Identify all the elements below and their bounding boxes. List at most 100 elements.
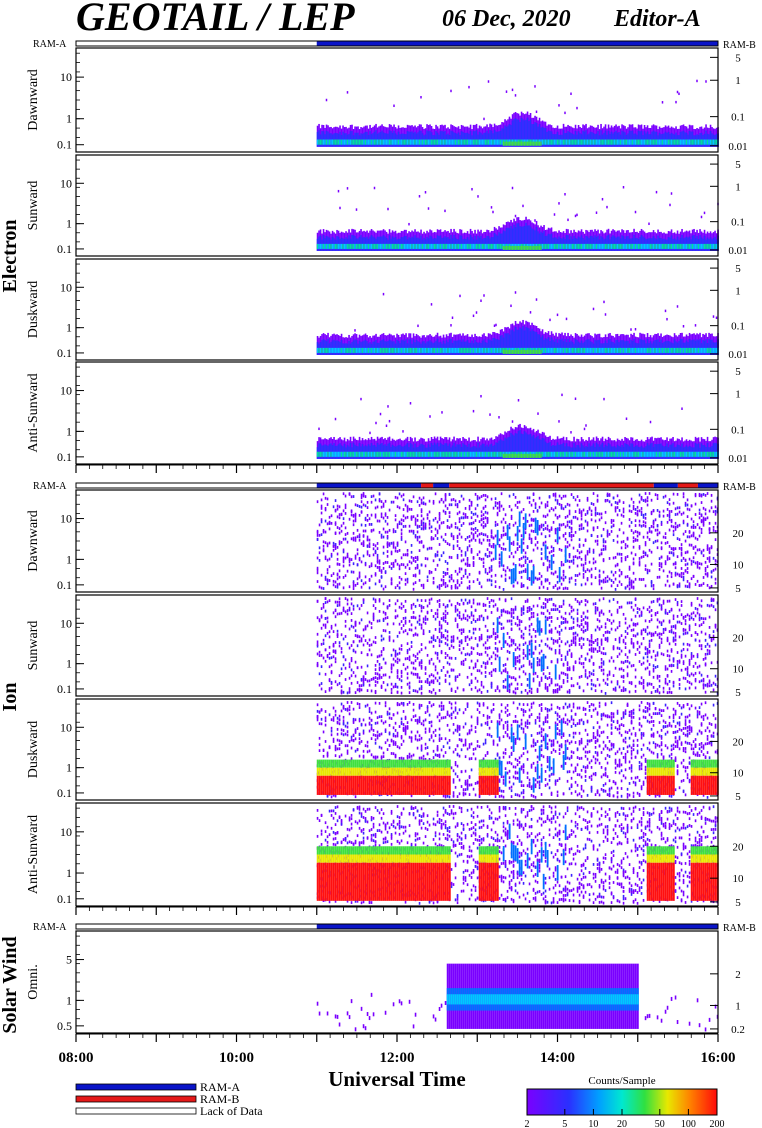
spectrogram-data [316,291,719,355]
left-tick-label: 0.1 [57,682,72,696]
legend-swatch-ram-a [75,1083,197,1091]
x-tick-label: 14:00 [540,1050,575,1066]
mode-segment-ram-b [421,483,434,488]
right-tick-label: 0.1 [731,321,745,333]
right-tick-label: 5 [735,687,741,699]
right-tick-label: 20 [733,528,745,540]
mode-bar-left-label: RAM-A [33,481,67,492]
mode-segment-ram-a [316,41,718,46]
mode-segment-lack [76,924,317,929]
panel-dawnward: Dawnward 10 1 0.1 5 1 0.1 0.01 [26,47,748,153]
left-tick-label: 1 [66,866,72,880]
colorbar: Counts/Sample 2 5 10 20 50 100 200 [525,1075,725,1128]
left-tick-label: 10 [60,280,72,294]
left-tick-label: 1 [66,112,72,126]
left-tick-label: 0.5 [57,1019,72,1033]
panel-duskward: Duskward 10 1 0.1 5 1 0.1 0.01 [26,258,748,361]
right-tick-label: 1 [735,285,741,297]
x-axis: 08:00 10:00 12:00 14:00 16:00 [59,1050,736,1066]
time-tick-strip [75,1033,719,1042]
colorbar-ticks: 2 5 10 20 50 100 200 [525,1109,725,1128]
left-tick-label: 1 [66,657,72,671]
legend-swatch-ram-b [75,1095,197,1103]
left-tick-label: 0.1 [57,450,72,464]
group-solar-wind: RAM-A RAM-B Solar Wind Omni. 5 1 0.5 2 1 0.2 [0,922,756,1042]
right-tick-label: 5 [735,897,741,909]
spectrogram-data [316,701,719,799]
figure-editor: Editor-A [613,6,701,32]
left-tick-label: 10 [60,616,72,630]
right-tick-label: 5 [735,159,741,171]
spectrogram-data [316,79,719,147]
group-electron: RAM-A RAM-B Electron Dawnward 10 1 0.1 5 1 0.1 0.0… [0,39,756,473]
right-tick-label: 0.01 [728,349,747,361]
left-tick-label: 0.1 [57,578,72,592]
left-tick-label: 1 [66,321,72,335]
colorbar-tick-label: 20 [617,1119,627,1128]
group-label: Solar Wind [0,936,21,1033]
left-tick-label: 0.1 [57,346,72,360]
mode-bar-left-label: RAM-A [33,922,67,933]
colorbar-tick-label: 200 [710,1119,725,1128]
left-tick-label: 5 [66,953,72,967]
spectrogram-groups: RAM-A RAM-B Electron Dawnward 10 1 0.1 5 1 0.1 0.0… [0,39,756,1042]
panel-label: Dawnward [26,69,41,130]
right-tick-label: 1 [735,181,741,193]
mode-bar-right-label: RAM-B [723,482,756,493]
left-tick-label: 0.1 [57,138,72,152]
left-tick-label: 1 [66,993,72,1007]
right-tick-label: 5 [735,263,741,275]
mode-bar: RAM-A RAM-B [33,481,756,493]
legend-label-lack: Lack of Data [200,1104,263,1118]
mode-bar-right-label: RAM-B [723,923,756,934]
mode-segment-ram-a [316,924,718,929]
mode-segment-ram-b [677,483,698,488]
time-tick-strip [75,906,719,915]
x-tick-label: 16:00 [701,1050,736,1066]
x-tick-label: 10:00 [219,1050,254,1066]
left-tick-label: 1 [66,552,72,566]
left-tick-label: 1 [66,761,72,775]
panel-anti-sunward: Anti-Sunward 10 1 0.1 5 1 0.1 0.01 [26,361,748,465]
mode-segment-ram-a [697,483,718,488]
right-tick-label: 0.01 [728,141,747,153]
mode-segment-ram-a [653,483,678,488]
colorbar-title: Counts/Sample [588,1075,655,1087]
right-tick-label: 2 [735,969,741,981]
colorbar-tick-label: 2 [525,1119,530,1128]
mode-bar: RAM-A RAM-B [33,39,756,51]
x-tick-label: 08:00 [59,1050,94,1066]
mode-segment-lack [76,483,317,488]
x-axis-label: Universal Time [328,1067,465,1091]
right-tick-label: 0.01 [728,453,747,465]
right-tick-label: 0.1 [731,424,745,436]
panel-background [76,595,718,696]
mode-bar-left-label: RAM-A [33,39,67,50]
mode-segment-ram-a [433,483,450,488]
right-tick-label: 0.1 [731,217,745,229]
right-tick-label: 20 [733,736,745,748]
mode-segment-ram-b [449,483,654,488]
panel-label: Omni. [26,964,41,999]
mode-bar-frame [75,40,719,47]
mode-bar-right-label: RAM-B [723,40,756,51]
right-tick-label: 1 [735,1000,741,1012]
panel-omni-: Omni. 5 1 0.5 2 1 0.2 [26,930,745,1036]
left-tick-label: 10 [60,70,72,84]
left-tick-label: 1 [66,217,72,231]
right-tick-label: 10 [733,664,745,676]
right-tick-label: 10 [733,873,745,885]
mode-bar-frame [75,923,719,930]
right-tick-label: 0.01 [728,245,747,257]
panel-sunward: Sunward 10 1 0.1 5 1 0.1 0.01 [26,154,748,257]
colorbar-tick-label: 100 [681,1119,696,1128]
legend-label-ram-b: RAM-B [200,1092,239,1106]
right-tick-label: 5 [735,583,741,595]
panel-label: Sunward [26,621,41,671]
left-tick-label: 10 [60,720,72,734]
right-tick-label: 5 [735,52,741,64]
figure-date: 06 Dec, 2020 [442,6,571,32]
left-tick-label: 10 [60,176,72,190]
group-label: Electron [0,220,21,293]
